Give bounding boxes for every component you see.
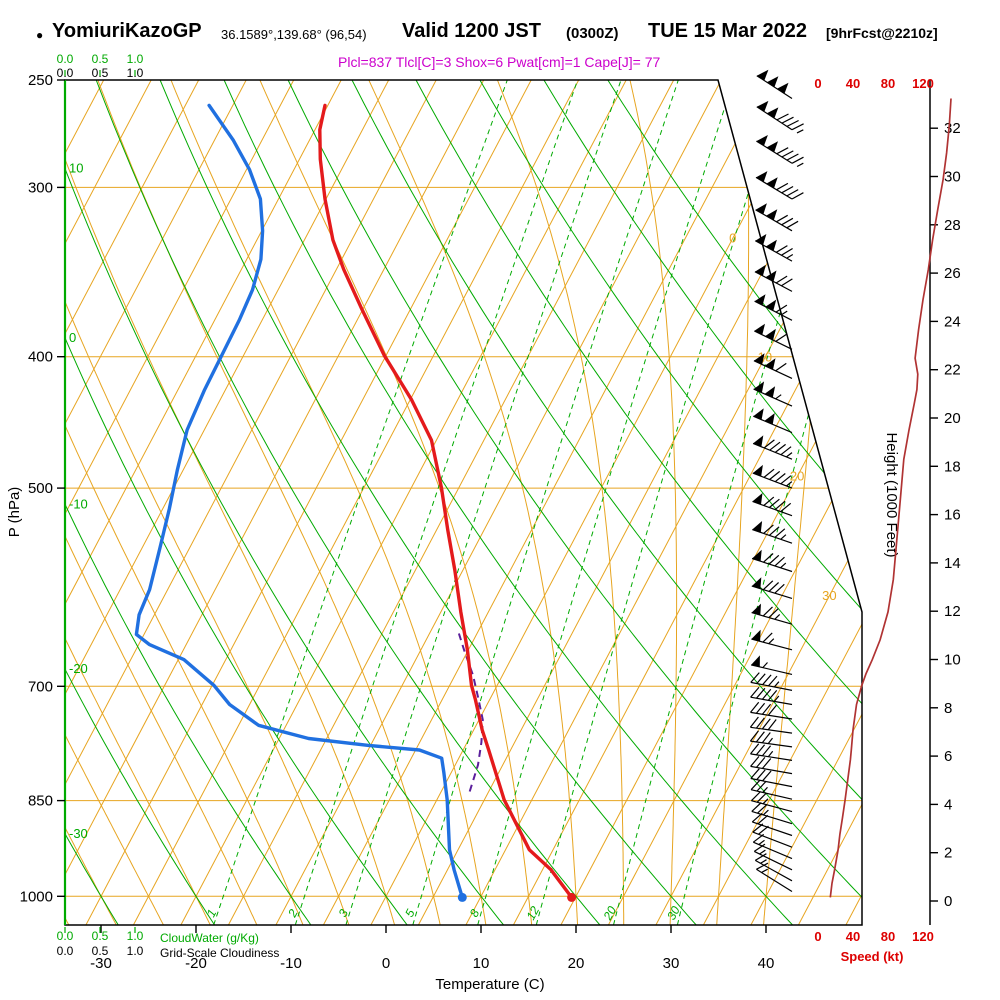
plot-frame <box>64 79 931 926</box>
station-coordinates: 36.1589°,139.68° (96,54) <box>221 27 367 42</box>
svg-text:20: 20 <box>790 469 804 484</box>
svg-text:30: 30 <box>664 904 683 923</box>
height-axis-label: Height (1000 Feet) <box>883 432 900 557</box>
svg-text:40: 40 <box>846 929 860 944</box>
svg-text:22: 22 <box>944 362 961 379</box>
svg-text:850: 850 <box>28 793 53 810</box>
svg-text:500: 500 <box>28 480 53 497</box>
surface-dewpoint-dot <box>457 892 467 902</box>
svg-text:1.0: 1.0 <box>127 52 144 66</box>
svg-text:-10: -10 <box>280 955 302 972</box>
svg-text:0.5: 0.5 <box>92 929 109 943</box>
svg-text:1.0: 1.0 <box>127 944 144 958</box>
valid-time: Valid 1200 JST <box>402 20 541 42</box>
speed-axis-label: Speed (kt) <box>841 949 904 964</box>
svg-text:16: 16 <box>944 507 961 524</box>
forecast-note: [9hrFcst@2210z] <box>826 25 938 41</box>
svg-text:-30: -30 <box>90 955 112 972</box>
svg-text:10: 10 <box>473 955 490 972</box>
svg-text:0: 0 <box>944 893 952 910</box>
svg-text:700: 700 <box>28 678 53 695</box>
station-name: YomiuriKazoGP <box>52 20 202 42</box>
svg-text:0: 0 <box>69 330 76 345</box>
svg-text:30: 30 <box>944 169 961 186</box>
cloudwater-axis-label: CloudWater (g/Kg) <box>160 931 259 945</box>
svg-text:300: 300 <box>28 179 53 196</box>
valid-time-utc: (0300Z) <box>566 25 619 42</box>
svg-text:30: 30 <box>663 955 680 972</box>
station-bullet-icon: ● <box>36 28 44 42</box>
svg-text:-30: -30 <box>69 826 88 841</box>
svg-text:5: 5 <box>402 907 418 920</box>
stability-indices: Plcl=837 Tlcl[C]=3 Shox=6 Pwat[cm]=1 Cap… <box>338 54 661 70</box>
svg-text:1000: 1000 <box>20 888 53 905</box>
skewt-grid <box>65 80 862 925</box>
svg-text:28: 28 <box>944 217 961 234</box>
svg-text:40: 40 <box>846 76 860 91</box>
wind-barbs <box>749 69 804 893</box>
svg-text:0.0: 0.0 <box>57 944 74 958</box>
svg-text:0.5: 0.5 <box>92 52 109 66</box>
svg-text:26: 26 <box>944 265 961 282</box>
svg-text:120: 120 <box>912 76 934 91</box>
svg-text:80: 80 <box>881 76 895 91</box>
svg-text:0: 0 <box>814 76 821 91</box>
svg-text:2: 2 <box>285 907 301 921</box>
svg-text:400: 400 <box>28 349 53 366</box>
svg-text:6: 6 <box>944 748 952 765</box>
svg-text:14: 14 <box>944 555 961 572</box>
pressure-axis-label: P (hPa) <box>6 487 23 538</box>
svg-text:40: 40 <box>758 955 775 972</box>
svg-text:-20: -20 <box>185 955 207 972</box>
svg-text:2: 2 <box>944 845 952 862</box>
wind-speed-profile <box>829 98 952 898</box>
svg-text:0: 0 <box>814 929 821 944</box>
svg-text:12: 12 <box>524 904 543 923</box>
svg-text:20: 20 <box>944 410 961 427</box>
svg-text:10: 10 <box>944 652 961 669</box>
svg-text:20: 20 <box>600 904 619 924</box>
svg-text:0.5: 0.5 <box>92 944 109 958</box>
svg-text:250: 250 <box>28 72 53 89</box>
svg-text:0.0: 0.0 <box>57 929 74 943</box>
svg-text:80: 80 <box>881 929 895 944</box>
svg-text:18: 18 <box>944 458 961 475</box>
svg-text:0.0: 0.0 <box>57 52 74 66</box>
svg-text:30: 30 <box>822 588 836 603</box>
surface-temperature-dot <box>567 892 577 902</box>
svg-text:120: 120 <box>912 929 934 944</box>
svg-text:32: 32 <box>944 120 961 137</box>
temperature-axis-label: Temperature (C) <box>435 976 544 993</box>
svg-text:24: 24 <box>944 313 961 330</box>
svg-text:8: 8 <box>944 700 952 717</box>
svg-text:20: 20 <box>568 955 585 972</box>
svg-text:0: 0 <box>382 955 390 972</box>
svg-text:-20: -20 <box>69 661 88 676</box>
svg-text:0: 0 <box>729 231 736 246</box>
svg-text:12: 12 <box>944 603 961 620</box>
cloudiness-axis-label: Grid-Scale Cloudiness <box>160 946 279 960</box>
sounding-curves <box>134 103 577 902</box>
svg-text:4: 4 <box>944 796 952 813</box>
svg-text:1.0: 1.0 <box>127 929 144 943</box>
valid-date: TUE 15 Mar 2022 <box>648 20 807 42</box>
svg-text:10: 10 <box>69 161 83 176</box>
svg-text:-10: -10 <box>69 496 88 511</box>
